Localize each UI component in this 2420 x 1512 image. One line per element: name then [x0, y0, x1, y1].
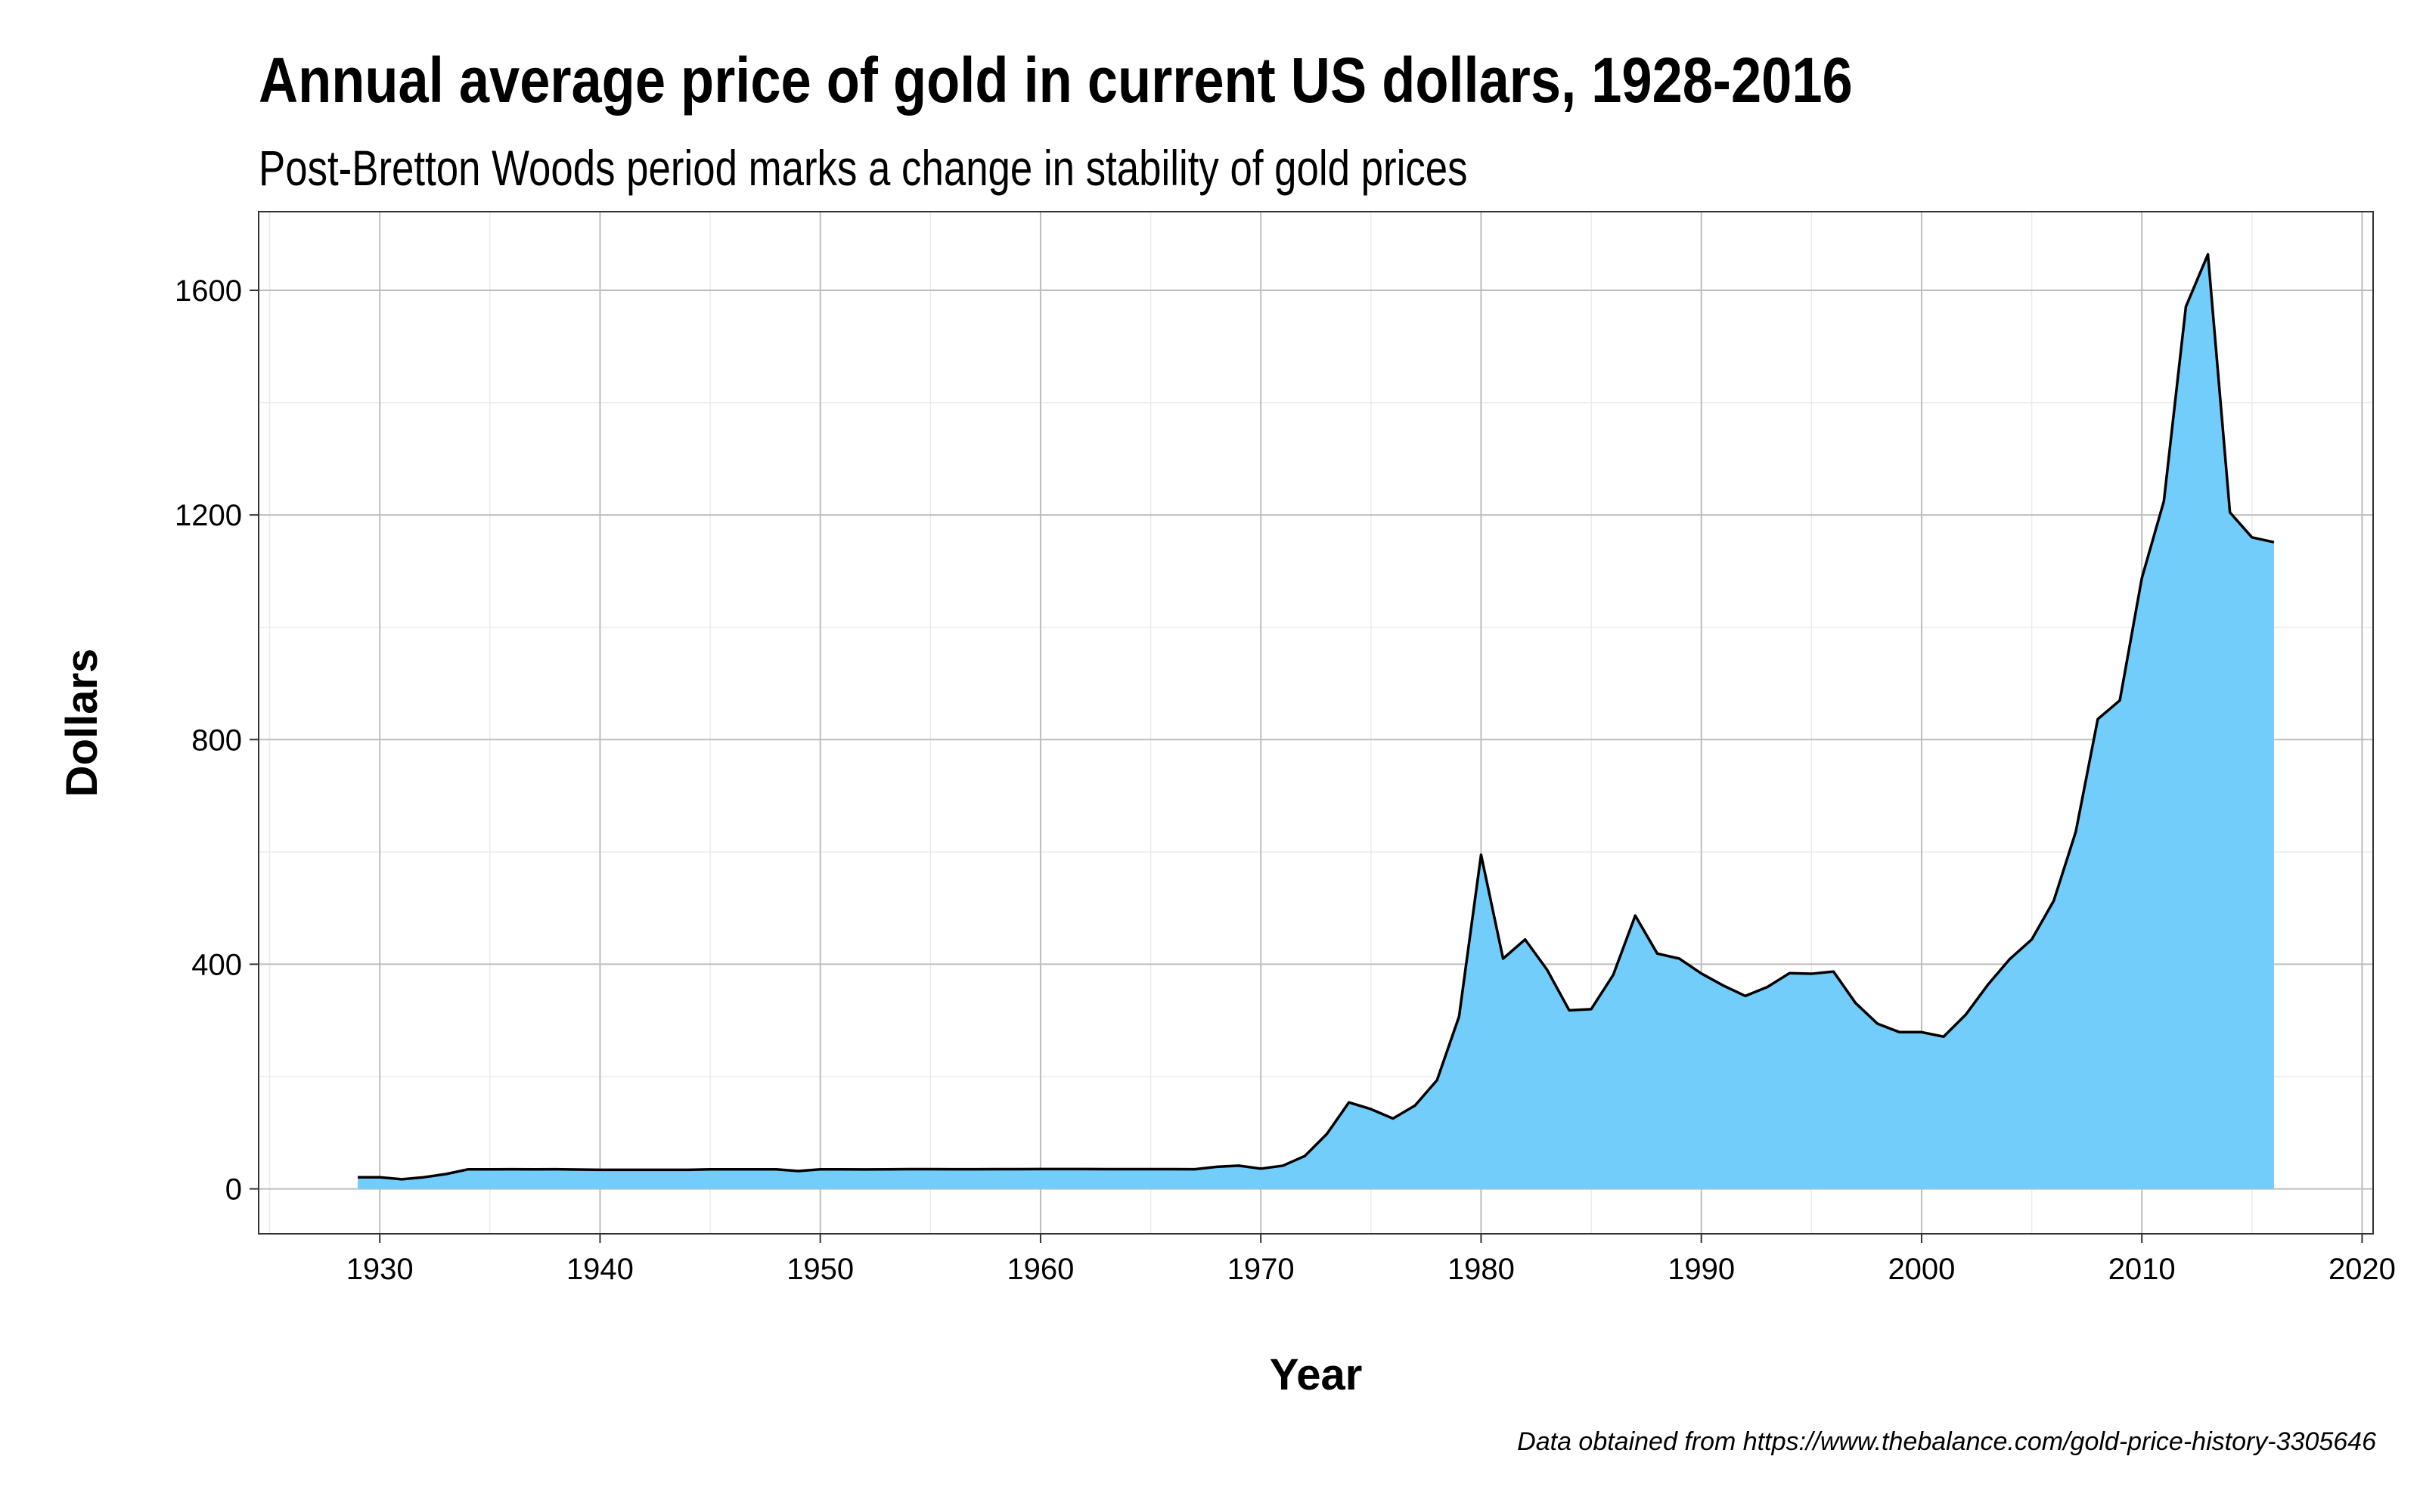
x-tick-label: 2020	[2328, 1253, 2396, 1286]
x-tick-label: 1940	[566, 1253, 634, 1286]
y-tick-label: 400	[191, 948, 242, 981]
x-axis-title: Year	[1270, 1350, 1363, 1399]
x-tick-label: 1930	[346, 1253, 414, 1286]
price-area	[358, 254, 2274, 1189]
price-line	[358, 253, 2275, 1181]
chart-subtitle: Post-Bretton Woods period marks a change…	[259, 140, 1468, 196]
y-axis-title: Dollars	[57, 649, 107, 798]
x-axis: 1930 1940 1950 1960 1970 1980 1990 2000 2010 2020	[346, 1234, 2396, 1286]
y-tick-label: 1200	[175, 499, 242, 532]
x-tick-label: 1950	[786, 1253, 854, 1286]
x-tick-label: 2000	[1888, 1253, 1955, 1286]
panel-border	[258, 211, 2374, 1235]
grid-minor	[259, 212, 2373, 1234]
x-tick-label: 1980	[1447, 1253, 1515, 1286]
data-source-caption: Data obtained from https://www.thebalanc…	[1517, 1427, 2376, 1456]
x-tick-label: 1990	[1668, 1253, 1735, 1286]
x-tick-label: 2010	[2108, 1253, 2176, 1286]
chart-title: Annual average price of gold in current …	[259, 45, 1853, 116]
y-axis: 0 400 800 1200 1600	[175, 274, 259, 1207]
y-tick-label: 1600	[175, 274, 242, 308]
y-tick-label: 0	[225, 1173, 242, 1207]
y-tick-label: 800	[191, 723, 242, 757]
x-tick-label: 1960	[1007, 1253, 1074, 1286]
x-tick-label: 1970	[1227, 1253, 1295, 1286]
